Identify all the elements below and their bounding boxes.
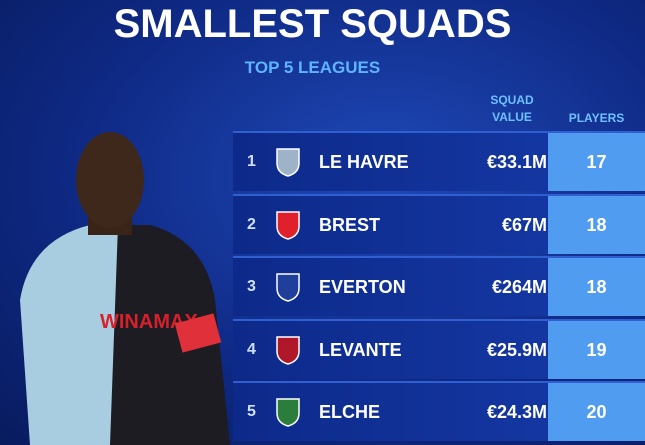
table-row: 2 BREST €67M 18: [233, 193, 645, 254]
column-header: PLAYERS: [568, 111, 625, 125]
rank: 5: [247, 403, 256, 420]
club-name: BREST: [319, 214, 381, 235]
player-photo: WINAMAX: [20, 132, 230, 445]
svg-text:WINAMAX: WINAMAX: [100, 311, 198, 333]
club-logo: [276, 273, 300, 302]
club-name: LE HAVRE: [319, 152, 409, 172]
title: SMALLEST SQUADS: [113, 2, 512, 46]
table-row: 5 ELCHE €24.3M 20: [233, 381, 645, 441]
players: 18: [548, 258, 645, 316]
rank: 3: [247, 278, 256, 295]
rank: 2: [247, 215, 256, 233]
club-logo: [276, 210, 300, 240]
squad-value: €24.3M: [486, 402, 547, 422]
club-logo: [276, 335, 300, 365]
club-logo: [276, 398, 300, 427]
rank: 4: [247, 340, 256, 358]
players: 19: [548, 320, 645, 379]
squad-value: €67M: [501, 214, 547, 235]
squad-value: €25.9M: [486, 339, 547, 360]
squad-value: €33.1M: [486, 152, 547, 172]
club-logo: [276, 148, 300, 177]
table-row: 4 LEVANTE €25.9M 19: [233, 318, 645, 379]
club-name: ELCHE: [319, 402, 381, 422]
column-header: SQUAD VALUE: [490, 93, 534, 124]
table-row: 3 EVERTON €264M 18: [233, 256, 645, 316]
subtitle: TOP 5 LEAGUES: [244, 58, 381, 77]
club-name: EVERTON: [319, 277, 406, 297]
rank: 1: [247, 153, 256, 170]
club-name: LEVANTE: [319, 339, 402, 360]
players: 17: [548, 133, 645, 191]
players: 20: [548, 383, 645, 441]
table-row: 1 LE HAVRE €33.1M 17: [233, 131, 645, 191]
players: 18: [548, 195, 645, 254]
squad-value: €264M: [491, 277, 547, 297]
